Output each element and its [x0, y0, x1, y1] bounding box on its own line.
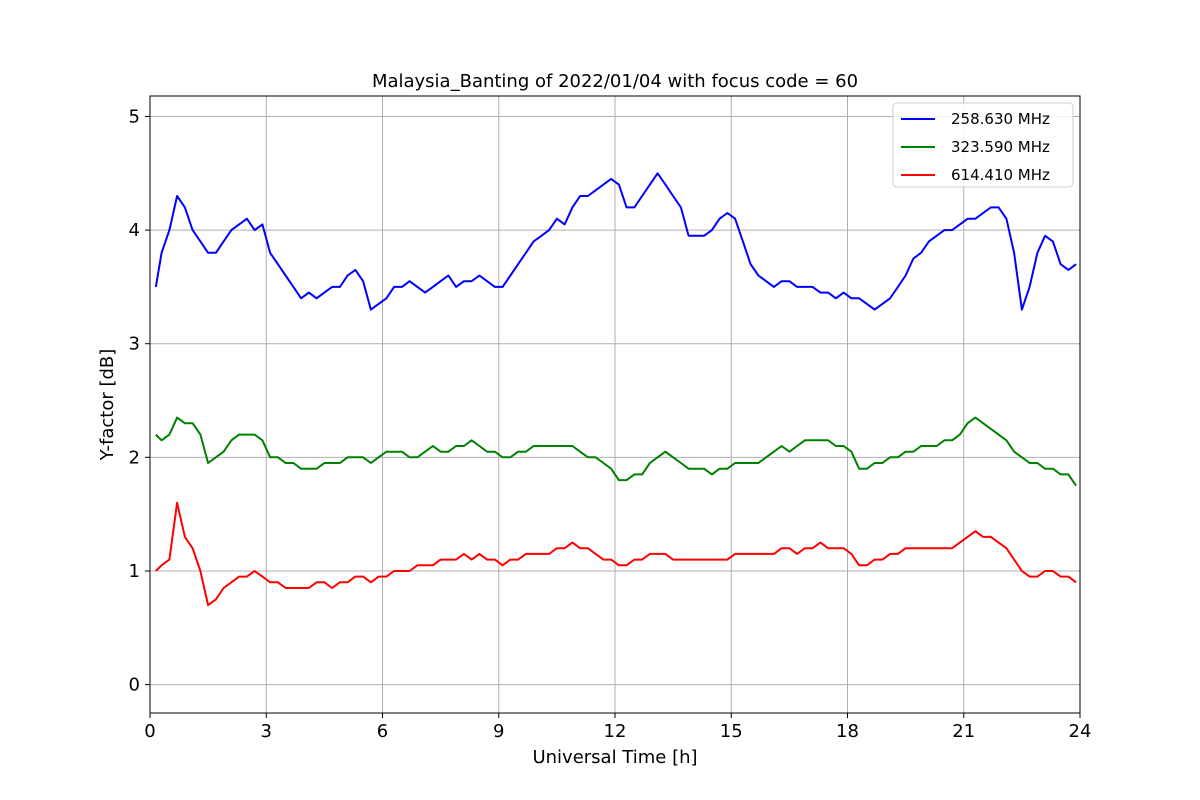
- y-axis-label: Y-factor [dB]: [97, 349, 118, 462]
- legend-label-2: 323.590 MHz: [951, 138, 1050, 156]
- y-tick-label: 2: [129, 447, 140, 468]
- series-line-1: [154, 172, 1077, 311]
- y-tick-label: 1: [129, 561, 140, 582]
- y-tick-label: 4: [129, 220, 140, 241]
- chart-title: Malaysia_Banting of 2022/01/04 with focu…: [372, 71, 858, 92]
- x-tick-label: 0: [144, 721, 155, 742]
- x-tick-label: 15: [720, 721, 743, 742]
- legend-label-1: 258.630 MHz: [951, 110, 1050, 128]
- x-tick-label: 18: [836, 721, 859, 742]
- x-tick-label: 12: [604, 721, 627, 742]
- legend-label-3: 614.410 MHz: [951, 166, 1050, 184]
- x-tick-label: 3: [261, 721, 272, 742]
- legend: 258.630 MHz 323.590 MHz 614.410 MHz: [892, 102, 1074, 188]
- x-tick-label: 9: [493, 721, 504, 742]
- x-axis-label: Universal Time [h]: [532, 747, 697, 768]
- x-tick-label: 6: [377, 721, 388, 742]
- series-line-3: [155, 501, 1077, 607]
- legend-box: [892, 102, 1074, 188]
- series-line-2: [155, 416, 1077, 487]
- y-tick-label: 3: [129, 334, 140, 355]
- y-tick-label: 0: [129, 675, 140, 696]
- y-tick-label: 5: [129, 106, 140, 127]
- plot-series: [154, 172, 1077, 607]
- x-tick-label: 24: [1069, 721, 1092, 742]
- x-tick-label: 21: [952, 721, 975, 742]
